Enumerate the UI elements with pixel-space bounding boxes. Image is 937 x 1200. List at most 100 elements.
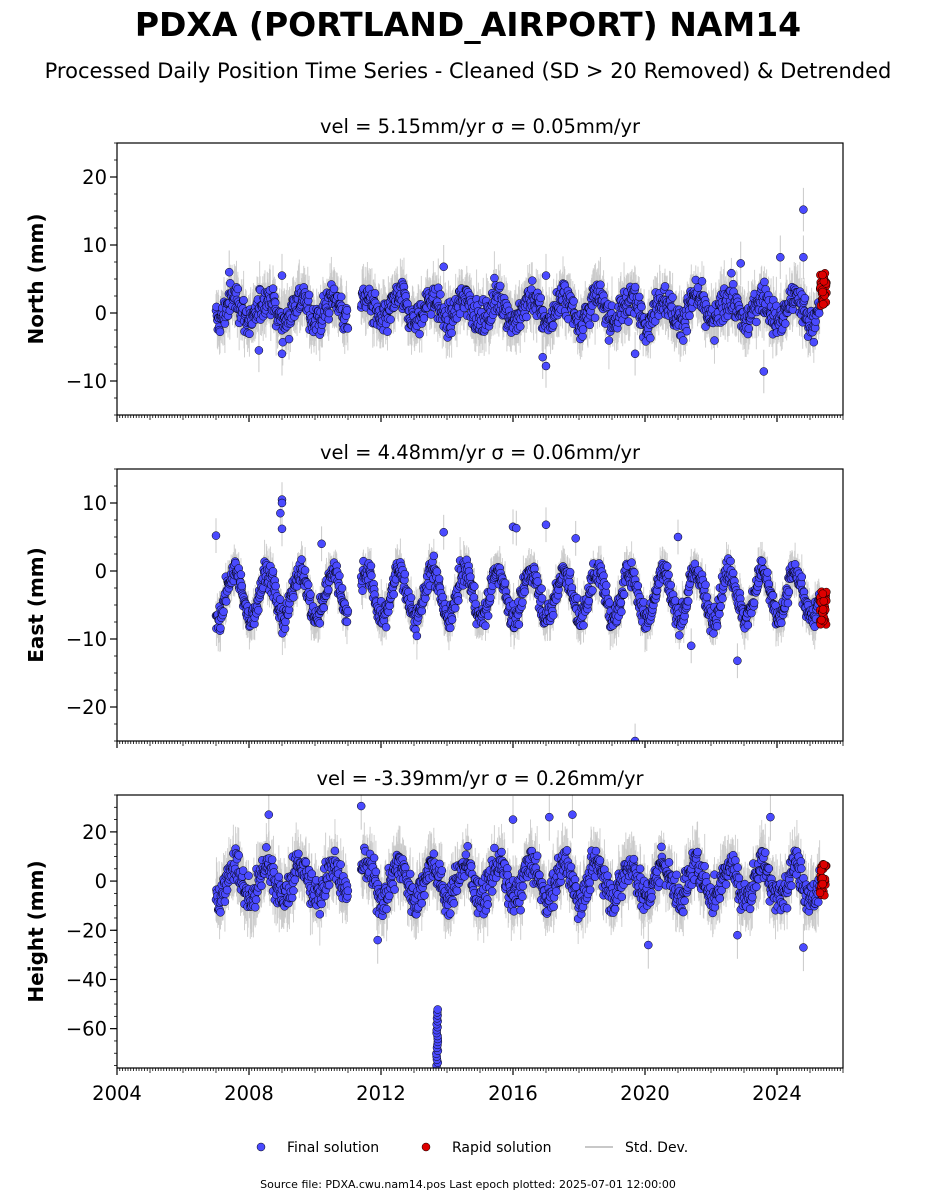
final-solution-point — [710, 336, 719, 345]
final-solution-point — [370, 289, 380, 298]
final-solution-point — [415, 329, 424, 339]
final-solution-point — [358, 586, 367, 595]
final-solution-point — [289, 593, 298, 602]
final-solution-point — [799, 252, 808, 262]
final-solution-points — [211, 495, 824, 741]
final-solution-point — [335, 571, 344, 581]
final-solution-point — [685, 311, 694, 320]
final-solution-point — [284, 334, 294, 344]
final-solution-point — [277, 349, 287, 359]
final-solution-point — [776, 252, 785, 262]
final-solution-point — [538, 352, 547, 362]
y-axis-ticks — [110, 142, 117, 416]
final-solution-point — [432, 567, 442, 576]
final-solution-point — [630, 282, 640, 292]
final-solution-point — [495, 281, 505, 291]
final-solution-point — [760, 277, 769, 287]
plot-area — [211, 187, 831, 394]
final-solution-point — [337, 583, 347, 593]
final-solution-point — [226, 279, 235, 288]
final-solution-point — [637, 302, 646, 312]
x-axis-ticks — [116, 415, 844, 422]
rapid-solution-point — [819, 299, 828, 309]
final-solution-point — [569, 296, 578, 306]
final-solution-point — [466, 572, 475, 582]
final-solution-point — [329, 284, 339, 294]
final-solution-point — [697, 277, 707, 286]
final-solution-point — [336, 292, 346, 302]
final-solution-point — [319, 603, 329, 613]
final-solution-point — [342, 306, 352, 315]
final-solution-point — [271, 581, 280, 591]
final-solution-point — [366, 561, 376, 571]
final-solution-point — [254, 346, 264, 355]
final-solution-point — [447, 615, 457, 624]
final-solution-point — [446, 623, 455, 633]
final-solution-point — [386, 315, 395, 324]
final-solution-point — [682, 326, 692, 336]
final-solution-point — [500, 578, 510, 588]
final-solution-point — [304, 290, 314, 300]
final-solution-point — [297, 555, 306, 564]
figure-title: PDXA (PORTLAND_AIRPORT) NAM14 — [135, 5, 801, 44]
final-solution-point — [814, 308, 824, 318]
final-solution-point — [728, 279, 738, 289]
figure-subtitle: Processed Daily Position Time Series - C… — [45, 59, 892, 83]
final-solution-point — [343, 324, 353, 333]
final-solution-point — [439, 262, 448, 272]
final-solution-point — [389, 590, 398, 599]
final-solution-point — [528, 276, 537, 285]
final-solution-point — [736, 259, 745, 268]
final-solution-point — [596, 280, 605, 289]
final-solution-point — [236, 570, 246, 579]
final-solution-point — [693, 283, 703, 292]
panel-title: vel = 4.48mm/yr σ = 0.06mm/yr — [320, 441, 641, 464]
final-solution-point — [471, 599, 480, 609]
final-solution-point — [548, 321, 558, 330]
final-solution-point — [450, 603, 460, 613]
rapid-solution-points — [815, 269, 831, 310]
final-solution-point — [624, 317, 633, 326]
final-solution-point — [522, 312, 531, 322]
panel-title: vel = 5.15mm/yr σ = 0.05mm/yr — [320, 115, 641, 138]
y-tick-label: 20 — [82, 166, 107, 189]
final-solution-point — [306, 590, 315, 599]
final-solution-point — [800, 293, 810, 303]
final-solution-point — [303, 580, 313, 589]
final-solution-point — [438, 592, 447, 602]
final-solution-point — [752, 317, 761, 327]
final-solution-point — [245, 329, 254, 339]
final-solution-point — [219, 607, 228, 616]
y-axis-label: East (mm) — [24, 547, 48, 663]
final-solution-point — [481, 621, 490, 631]
final-solution-point — [541, 361, 551, 371]
final-solution-point — [417, 606, 427, 616]
final-solution-point — [381, 622, 391, 632]
final-solution-point — [429, 551, 439, 561]
final-solution-point — [646, 333, 655, 343]
final-solution-point — [536, 293, 545, 303]
final-solution-point — [315, 619, 325, 628]
final-solution-point — [400, 569, 410, 579]
final-solution-point — [781, 319, 790, 328]
final-solution-point — [447, 328, 456, 338]
final-solution-point — [809, 337, 819, 347]
final-solution-point — [490, 273, 499, 283]
rapid-solution-point — [818, 270, 827, 280]
final-solution-point — [486, 593, 495, 602]
final-solution-point — [668, 293, 677, 302]
final-solution-point — [470, 582, 479, 591]
final-solution-point — [324, 585, 333, 595]
final-solution-point — [419, 314, 429, 323]
final-solution-point — [406, 593, 416, 602]
final-solution-point — [578, 325, 588, 334]
final-solution-point — [436, 290, 445, 299]
final-solution-point — [221, 597, 231, 606]
final-solution-point — [679, 336, 688, 345]
final-solution-point — [759, 367, 769, 376]
final-solution-point — [237, 581, 247, 591]
final-solution-point — [434, 574, 444, 584]
final-solution-point — [383, 327, 392, 336]
